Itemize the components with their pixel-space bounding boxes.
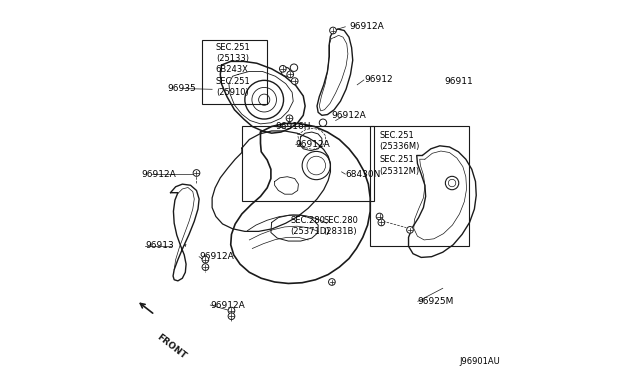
Text: (2831B): (2831B)	[324, 227, 357, 236]
Text: 96912A: 96912A	[331, 111, 366, 120]
Circle shape	[378, 219, 385, 226]
Text: 96912A: 96912A	[211, 301, 245, 310]
Text: (25910): (25910)	[216, 88, 248, 97]
Text: 96912A: 96912A	[349, 22, 385, 31]
Text: J96901AU: J96901AU	[460, 357, 500, 366]
Text: (25133): (25133)	[216, 54, 249, 63]
Bar	[242, 126, 374, 201]
Text: 96912: 96912	[365, 76, 393, 84]
Circle shape	[193, 170, 200, 176]
Circle shape	[286, 115, 293, 122]
Text: 6B243X: 6B243X	[216, 65, 249, 74]
Circle shape	[202, 264, 209, 270]
Text: 96912A: 96912A	[141, 170, 176, 179]
Circle shape	[228, 313, 235, 320]
Text: 96925M: 96925M	[418, 297, 454, 306]
Bar	[202, 40, 267, 104]
Circle shape	[376, 213, 383, 220]
Bar	[370, 126, 468, 246]
Circle shape	[202, 256, 209, 263]
Text: (25336M): (25336M)	[380, 142, 420, 151]
Text: SEC.251: SEC.251	[380, 155, 414, 164]
Text: (25312M): (25312M)	[380, 167, 420, 176]
Text: 96911: 96911	[445, 77, 474, 86]
Circle shape	[287, 71, 294, 78]
Text: 96935: 96935	[168, 84, 196, 93]
Text: 68430N: 68430N	[346, 170, 381, 179]
Text: SEC.280: SEC.280	[324, 216, 358, 225]
Circle shape	[291, 78, 298, 84]
Circle shape	[328, 279, 335, 285]
Text: 96913: 96913	[145, 241, 174, 250]
Text: (25371D): (25371D)	[291, 227, 330, 236]
Text: SEC.251: SEC.251	[216, 77, 251, 86]
Text: 96912A: 96912A	[199, 252, 234, 261]
Circle shape	[330, 27, 337, 34]
Text: FRONT: FRONT	[155, 333, 188, 361]
Circle shape	[406, 227, 413, 233]
Text: 96912A: 96912A	[296, 140, 331, 149]
Text: SEC.251: SEC.251	[216, 43, 251, 52]
Circle shape	[228, 307, 235, 314]
Text: 96916H: 96916H	[275, 122, 311, 131]
Text: SEC.280: SEC.280	[291, 216, 325, 225]
Text: SEC.251: SEC.251	[380, 131, 414, 140]
Circle shape	[280, 65, 286, 72]
